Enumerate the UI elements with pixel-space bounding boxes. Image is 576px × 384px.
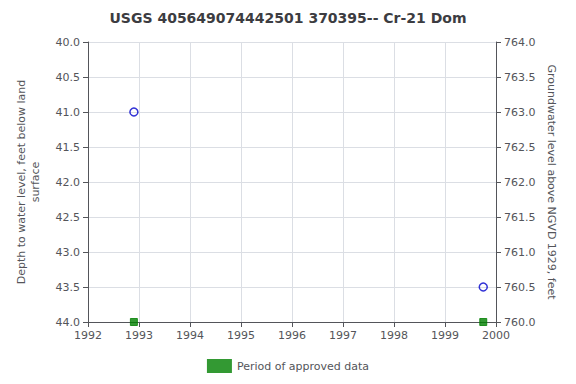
- svg-text:1999: 1999: [431, 329, 459, 342]
- svg-text:surface: surface: [29, 161, 42, 202]
- svg-text:1995: 1995: [227, 329, 255, 342]
- svg-text:42.5: 42.5: [56, 211, 81, 224]
- svg-text:40.0: 40.0: [56, 36, 81, 49]
- svg-text:42.0: 42.0: [56, 176, 81, 189]
- svg-text:1998: 1998: [380, 329, 408, 342]
- svg-text:762.0: 762.0: [504, 176, 536, 189]
- svg-text:764.0: 764.0: [504, 36, 536, 49]
- svg-text:763.5: 763.5: [504, 71, 536, 84]
- svg-text:761.0: 761.0: [504, 246, 536, 259]
- svg-text:USGS 405649074442501 370395--: USGS 405649074442501 370395-- Cr-21 Dom: [109, 10, 466, 26]
- svg-text:44.0: 44.0: [56, 316, 81, 329]
- svg-text:1996: 1996: [278, 329, 306, 342]
- svg-text:2000: 2000: [482, 329, 510, 342]
- svg-text:762.5: 762.5: [504, 141, 536, 154]
- svg-text:Groundwater level above NGVD 1: Groundwater level above NGVD 1929, feet: [545, 64, 558, 300]
- svg-text:760.5: 760.5: [504, 281, 536, 294]
- svg-text:40.5: 40.5: [56, 71, 81, 84]
- svg-text:Depth to water level, feet bel: Depth to water level, feet below land: [15, 80, 28, 285]
- svg-text:41.0: 41.0: [56, 106, 81, 119]
- svg-text:1997: 1997: [329, 329, 357, 342]
- svg-text:1994: 1994: [176, 329, 204, 342]
- svg-text:760.0: 760.0: [504, 316, 536, 329]
- svg-text:1993: 1993: [125, 329, 153, 342]
- svg-text:41.5: 41.5: [56, 141, 81, 154]
- svg-text:43.0: 43.0: [56, 246, 81, 259]
- svg-text:761.5: 761.5: [504, 211, 536, 224]
- svg-text:1992: 1992: [74, 329, 102, 342]
- svg-text:763.0: 763.0: [504, 106, 536, 119]
- svg-text:43.5: 43.5: [56, 281, 81, 294]
- svg-text:Period of approved data: Period of approved data: [237, 360, 369, 373]
